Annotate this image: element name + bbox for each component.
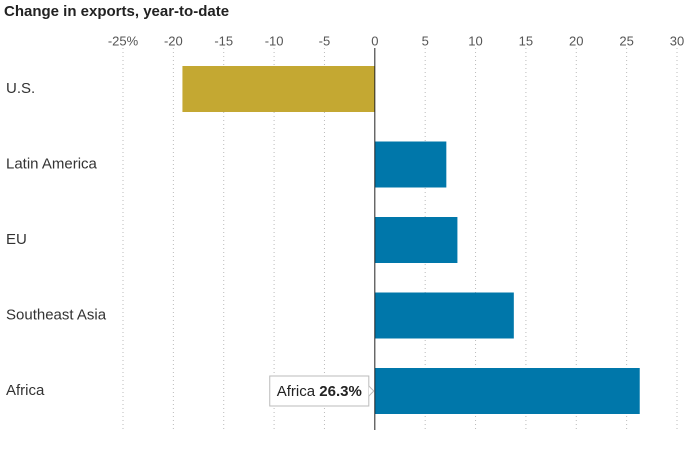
tooltip-arrow	[368, 385, 375, 397]
category-label: EU	[6, 231, 27, 248]
bar	[182, 66, 375, 112]
x-tick-label: -15	[214, 33, 233, 48]
x-tick-label: 20	[569, 33, 583, 48]
chart-title: Change in exports, year-to-date	[4, 3, 229, 20]
bar	[374, 368, 640, 414]
x-tick-label: 5	[422, 33, 429, 48]
category-label: Southeast Asia	[6, 306, 107, 323]
tooltip-text: Africa 26.3%	[277, 383, 362, 400]
bar	[374, 141, 447, 188]
x-tick-label: 0	[371, 33, 378, 48]
x-tick-label: -20	[164, 33, 183, 48]
x-tick-label: 10	[468, 33, 482, 48]
bar	[374, 217, 458, 263]
category-label: U.S.	[6, 80, 35, 97]
tooltip-category: Africa	[277, 383, 316, 400]
x-tick-label: 30	[670, 33, 684, 48]
x-tick-label: -10	[265, 33, 284, 48]
category-label: Latin America	[6, 155, 98, 172]
tooltip-value: 26.3%	[319, 383, 362, 400]
x-tick-label: -5	[319, 33, 331, 48]
tooltip: Africa 26.3%	[269, 375, 375, 407]
category-label: Africa	[6, 382, 45, 399]
bar	[374, 292, 514, 339]
x-tick-label: 25	[619, 33, 633, 48]
x-tick-label: 15	[519, 33, 533, 48]
x-tick-label: -25%	[108, 33, 139, 48]
